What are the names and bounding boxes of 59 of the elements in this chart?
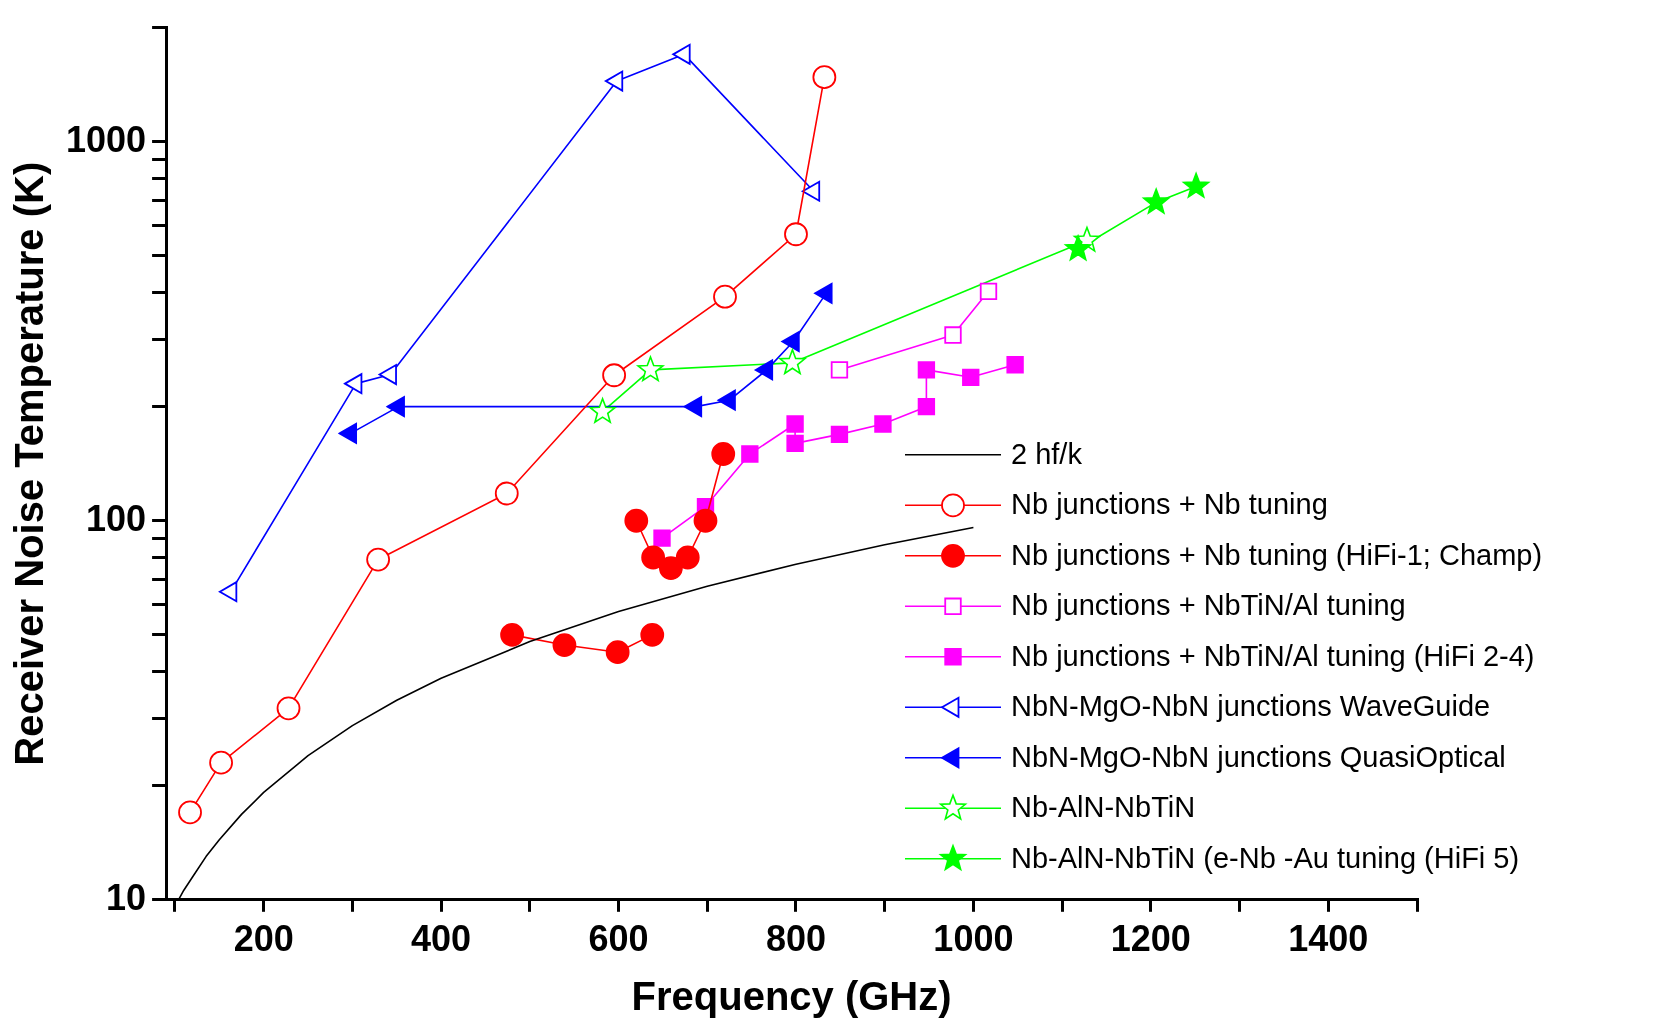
legend-label: NbN-MgO-NbN junctions QuasiOptical xyxy=(1011,740,1506,773)
point xyxy=(874,415,892,433)
point xyxy=(653,529,671,547)
point xyxy=(917,361,936,379)
legend-label: Nb junctions + Nb tuning (HiFi-1; Champ) xyxy=(1011,538,1543,571)
point xyxy=(1143,188,1170,214)
y-tick-label: 10 xyxy=(106,876,147,918)
legend-label: Nb junctions + NbTiN/Al tuning (HiFi 2-4) xyxy=(1011,639,1535,672)
point xyxy=(637,356,664,382)
x-tick-label: 400 xyxy=(411,918,472,960)
point xyxy=(1006,356,1024,374)
point xyxy=(552,633,577,657)
x-tick-label: 800 xyxy=(765,918,827,960)
point xyxy=(786,434,804,453)
point xyxy=(812,65,837,90)
point xyxy=(209,750,233,775)
point xyxy=(602,363,627,388)
y-tick-label: 1000 xyxy=(65,118,147,160)
legend-label: NbN-MgO-NbN junctions WaveGuide xyxy=(1011,690,1491,723)
x-tick-label: 1400 xyxy=(1288,918,1369,960)
point xyxy=(830,361,849,379)
point xyxy=(962,368,980,386)
point xyxy=(589,397,616,423)
legend-label: Nb-AlN-NbTiN (e-Nb -Au tuning (HiFi 5) xyxy=(1011,841,1520,874)
point xyxy=(276,696,301,721)
legend-label: Nb-AlN-NbTiN xyxy=(1011,791,1196,824)
x-tick-label: 600 xyxy=(588,918,649,960)
point xyxy=(494,481,519,506)
point xyxy=(605,640,630,665)
point xyxy=(786,415,804,433)
point xyxy=(1064,235,1092,261)
point xyxy=(675,545,700,570)
point xyxy=(366,547,391,572)
point xyxy=(658,556,683,581)
x-axis-title: Frequency (GHz) xyxy=(631,974,952,1019)
x-tick-label: 1000 xyxy=(933,918,1014,960)
point xyxy=(713,284,737,309)
point xyxy=(784,222,808,247)
point xyxy=(640,622,665,647)
point xyxy=(1182,172,1210,198)
y-axis-title: Receiver Noise Temperature (K) xyxy=(7,161,52,766)
point xyxy=(711,442,736,466)
point xyxy=(917,397,936,416)
legend-label: 2 hf/k xyxy=(1011,437,1083,470)
point xyxy=(500,622,524,647)
point xyxy=(693,508,718,533)
legend-label: Nb junctions + Nb tuning xyxy=(1011,488,1328,521)
legend-label: Nb junctions + NbTiN/Al tuning xyxy=(1011,589,1406,622)
point xyxy=(830,425,849,444)
y-tick-label: 100 xyxy=(86,497,147,539)
point xyxy=(178,800,202,825)
point xyxy=(741,445,759,463)
point xyxy=(944,326,962,344)
point xyxy=(624,508,649,533)
point xyxy=(641,545,666,570)
point xyxy=(779,349,806,375)
point xyxy=(979,282,998,300)
x-tick-label: 200 xyxy=(233,918,294,960)
x-tick-label: 1200 xyxy=(1110,918,1191,960)
